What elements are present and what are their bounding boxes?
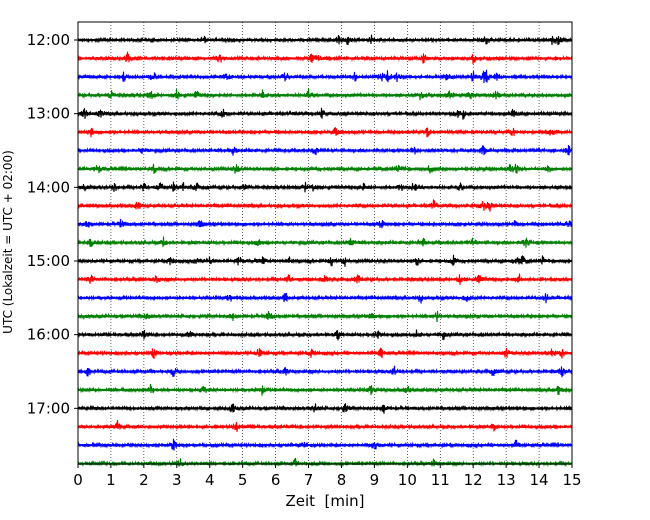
x-axis-title: Zeit [min] <box>285 492 365 510</box>
trace-line <box>77 457 573 468</box>
x-tick-label: 5 <box>238 471 248 489</box>
x-tick-label: 15 <box>562 471 581 489</box>
y-tick-label: 15:00 <box>27 252 70 270</box>
x-tick-label: 10 <box>398 471 417 489</box>
y-axis-title-wrap: UTC (Lokalzeit = UTC + 02:00) <box>0 22 18 462</box>
x-tick-label: 9 <box>370 471 380 489</box>
x-tick-label: 11 <box>431 471 450 489</box>
y-axis-ticks: 12:00 13:00 14:00 15:00 16:00 17:00 <box>27 31 78 417</box>
y-tick-label: 13:00 <box>27 105 70 123</box>
x-tick-label: 0 <box>73 471 83 489</box>
x-tick-label: 3 <box>172 471 182 489</box>
y-tick-label: 12:00 <box>27 31 70 49</box>
plot-frame <box>77 21 573 465</box>
seismic-traces <box>77 34 573 468</box>
y-axis-title: UTC (Lokalzeit = UTC + 02:00) <box>1 150 15 334</box>
x-axis-ticks: 0 1 2 3 4 5 6 7 8 9 10 11 12 13 14 15 <box>73 464 582 489</box>
y-tick-label: 16:00 <box>27 326 70 344</box>
x-tick-label: 13 <box>497 471 516 489</box>
x-tick-label: 1 <box>106 471 116 489</box>
x-tick-label: 4 <box>205 471 215 489</box>
y-tick-label: 17:00 <box>27 399 70 417</box>
x-tick-label: 7 <box>304 471 314 489</box>
x-tick-label: 6 <box>271 471 281 489</box>
x-tick-label: 2 <box>139 471 149 489</box>
x-tick-label: 14 <box>530 471 549 489</box>
x-tick-label: 8 <box>337 471 347 489</box>
y-tick-label: 14:00 <box>27 178 70 196</box>
x-tick-label: 12 <box>464 471 483 489</box>
